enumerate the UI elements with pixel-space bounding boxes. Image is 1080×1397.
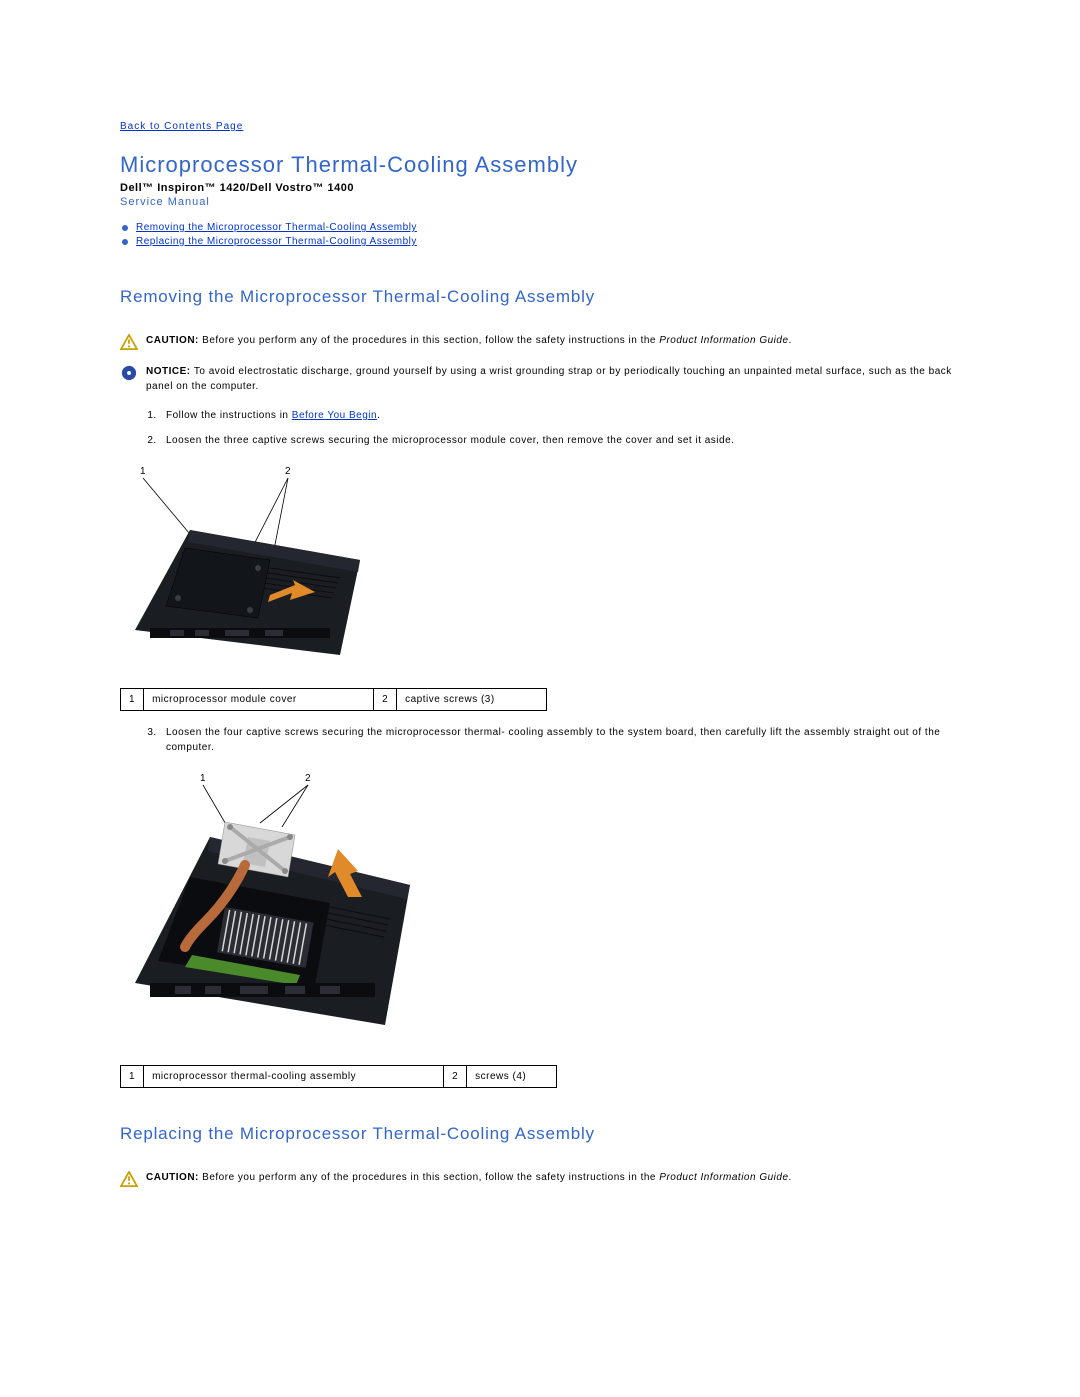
- steps-list-2: Loosen the four captive screws securing …: [120, 725, 960, 755]
- figure-2-callout-2: 2: [305, 773, 311, 784]
- back-to-contents-link[interactable]: Back to Contents Page: [120, 121, 243, 132]
- notice-alert: NOTICE: To avoid electrostatic discharge…: [120, 364, 960, 394]
- step-3: Loosen the four captive screws securing …: [160, 725, 960, 755]
- table-cell: screws (4): [467, 1066, 557, 1088]
- figure-1: 1 2: [130, 460, 960, 670]
- figure-1-callout-2: 2: [285, 466, 291, 477]
- notice-circle-icon: [120, 365, 138, 381]
- table-cell: 1: [121, 1066, 144, 1088]
- toc-list: Removing the Microprocessor Thermal-Cool…: [120, 222, 960, 247]
- toc-link-replacing[interactable]: Replacing the Microprocessor Thermal-Coo…: [136, 236, 417, 247]
- notice-text: NOTICE: To avoid electrostatic discharge…: [146, 364, 960, 394]
- figure-1-parts-table: 1 microprocessor module cover 2 captive …: [120, 688, 547, 711]
- figure-1-image: 1 2: [130, 460, 410, 670]
- caution-text-2: CAUTION: Before you perform any of the p…: [146, 1170, 792, 1185]
- caution-alert-2: CAUTION: Before you perform any of the p…: [120, 1170, 960, 1187]
- product-subtitle: Dell™ Inspiron™ 1420/Dell Vostro™ 1400: [120, 182, 960, 194]
- steps-list-1: Follow the instructions in Before You Be…: [120, 408, 960, 448]
- caution-alert: CAUTION: Before you perform any of the p…: [120, 333, 960, 350]
- toc-link-removing[interactable]: Removing the Microprocessor Thermal-Cool…: [136, 222, 417, 233]
- page-title: Microprocessor Thermal-Cooling Assembly: [120, 152, 960, 178]
- caution-triangle-icon: [120, 1171, 138, 1187]
- service-manual-label: Service Manual: [120, 196, 960, 208]
- figure-2-image: 1 2: [130, 767, 420, 1047]
- table-cell: 2: [374, 689, 397, 711]
- table-cell: microprocessor thermal-cooling assembly: [144, 1066, 444, 1088]
- step-2: Loosen the three captive screws securing…: [160, 433, 960, 448]
- caution-text: CAUTION: Before you perform any of the p…: [146, 333, 792, 348]
- table-cell: microprocessor module cover: [144, 689, 374, 711]
- caution-triangle-icon: [120, 334, 138, 350]
- figure-1-callout-1: 1: [140, 466, 146, 477]
- table-cell: 2: [444, 1066, 467, 1088]
- table-cell: captive screws (3): [397, 689, 547, 711]
- table-cell: 1: [121, 689, 144, 711]
- section-heading-removing: Removing the Microprocessor Thermal-Cool…: [120, 287, 960, 307]
- section-heading-replacing: Replacing the Microprocessor Thermal-Coo…: [120, 1124, 960, 1144]
- step-1: Follow the instructions in Before You Be…: [160, 408, 960, 423]
- figure-2-callout-1: 1: [200, 773, 206, 784]
- figure-2-parts-table: 1 microprocessor thermal-cooling assembl…: [120, 1065, 557, 1088]
- before-you-begin-link[interactable]: Before You Begin: [292, 410, 377, 421]
- figure-2: 1 2: [130, 767, 960, 1047]
